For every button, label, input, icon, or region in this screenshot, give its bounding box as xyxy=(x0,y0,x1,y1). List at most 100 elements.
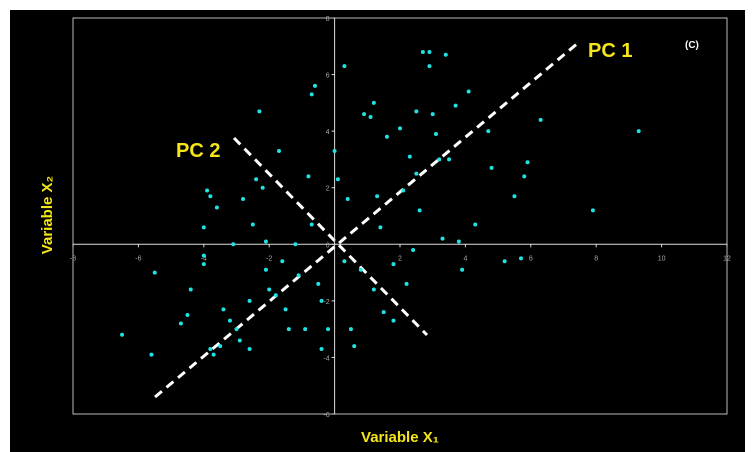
point xyxy=(473,222,478,227)
y-tick-label: -2 xyxy=(323,299,329,306)
y-tick-label: 6 xyxy=(326,73,330,80)
point xyxy=(404,281,409,286)
point xyxy=(277,148,282,153)
point xyxy=(486,129,491,134)
x-tick-label: 10 xyxy=(658,255,666,262)
x-tick-label: -8 xyxy=(70,255,76,262)
point xyxy=(384,134,389,139)
point xyxy=(218,344,223,349)
point xyxy=(296,273,301,278)
x-tick-label: 4 xyxy=(463,255,467,262)
point xyxy=(342,64,347,69)
background xyxy=(10,10,745,452)
y-tick-label: 0 xyxy=(326,242,330,249)
point xyxy=(303,327,308,332)
point xyxy=(362,112,367,117)
x-tick-label: 12 xyxy=(723,255,731,262)
panel-label: (C) xyxy=(685,40,699,51)
point xyxy=(411,247,416,252)
y-tick-label: -4 xyxy=(323,355,329,362)
point xyxy=(306,174,311,179)
point xyxy=(211,352,216,357)
point xyxy=(440,236,445,241)
point xyxy=(293,242,298,247)
point xyxy=(391,318,396,323)
point xyxy=(512,194,517,199)
point xyxy=(417,208,422,213)
point xyxy=(263,267,268,272)
point xyxy=(414,109,419,114)
point xyxy=(345,197,350,202)
point xyxy=(234,327,239,332)
point xyxy=(368,115,373,119)
point xyxy=(208,346,213,351)
point xyxy=(414,171,419,176)
y-axis-title: Variable X₂ xyxy=(39,176,56,254)
x-tick-label: -4 xyxy=(201,255,207,262)
point xyxy=(538,117,543,122)
point xyxy=(437,157,442,162)
point xyxy=(590,208,595,213)
point xyxy=(319,298,324,303)
point xyxy=(518,256,523,261)
pc2-label: PC 2 xyxy=(176,140,220,162)
point xyxy=(371,287,376,292)
x-axis-title: Variable X₁ xyxy=(361,429,439,446)
point xyxy=(267,287,272,292)
point xyxy=(502,259,507,264)
x-tick-label: -6 xyxy=(135,255,141,262)
x-tick-label: 2 xyxy=(398,255,402,262)
point xyxy=(352,344,357,349)
point xyxy=(201,225,206,230)
point xyxy=(398,126,402,131)
point xyxy=(257,109,262,114)
point xyxy=(348,327,353,332)
plot-frame xyxy=(72,17,728,415)
point xyxy=(453,103,458,108)
point xyxy=(201,253,206,258)
point xyxy=(201,262,206,267)
point xyxy=(342,259,347,264)
point xyxy=(309,92,314,97)
point xyxy=(247,298,252,303)
point xyxy=(237,338,242,343)
point xyxy=(332,148,337,153)
pc1-axis xyxy=(154,41,579,399)
point xyxy=(407,154,412,159)
point xyxy=(247,346,252,351)
point xyxy=(254,177,259,182)
point xyxy=(489,165,494,170)
x-tick-label: 8 xyxy=(594,255,598,262)
y-tick-label: -6 xyxy=(323,412,329,419)
point xyxy=(466,89,471,94)
point xyxy=(309,222,314,227)
point xyxy=(427,49,432,54)
point xyxy=(375,194,380,199)
point xyxy=(231,242,236,247)
point xyxy=(456,239,461,244)
point xyxy=(241,197,246,202)
point xyxy=(420,49,425,54)
point xyxy=(433,131,438,136)
point xyxy=(286,327,291,332)
point xyxy=(188,287,193,292)
point xyxy=(280,259,285,264)
point xyxy=(263,239,268,244)
point xyxy=(120,332,125,337)
point xyxy=(427,64,432,69)
point xyxy=(371,100,376,105)
point xyxy=(185,313,190,317)
point xyxy=(205,188,210,193)
point xyxy=(250,222,255,227)
point xyxy=(378,225,383,230)
y-tick-label: 4 xyxy=(326,129,330,136)
point xyxy=(401,188,406,193)
pc2-axis xyxy=(232,136,429,337)
pc1-label: PC 1 xyxy=(588,40,632,62)
point xyxy=(430,112,435,117)
point xyxy=(381,310,386,315)
point xyxy=(391,262,396,267)
point xyxy=(260,185,265,190)
point xyxy=(316,281,321,286)
